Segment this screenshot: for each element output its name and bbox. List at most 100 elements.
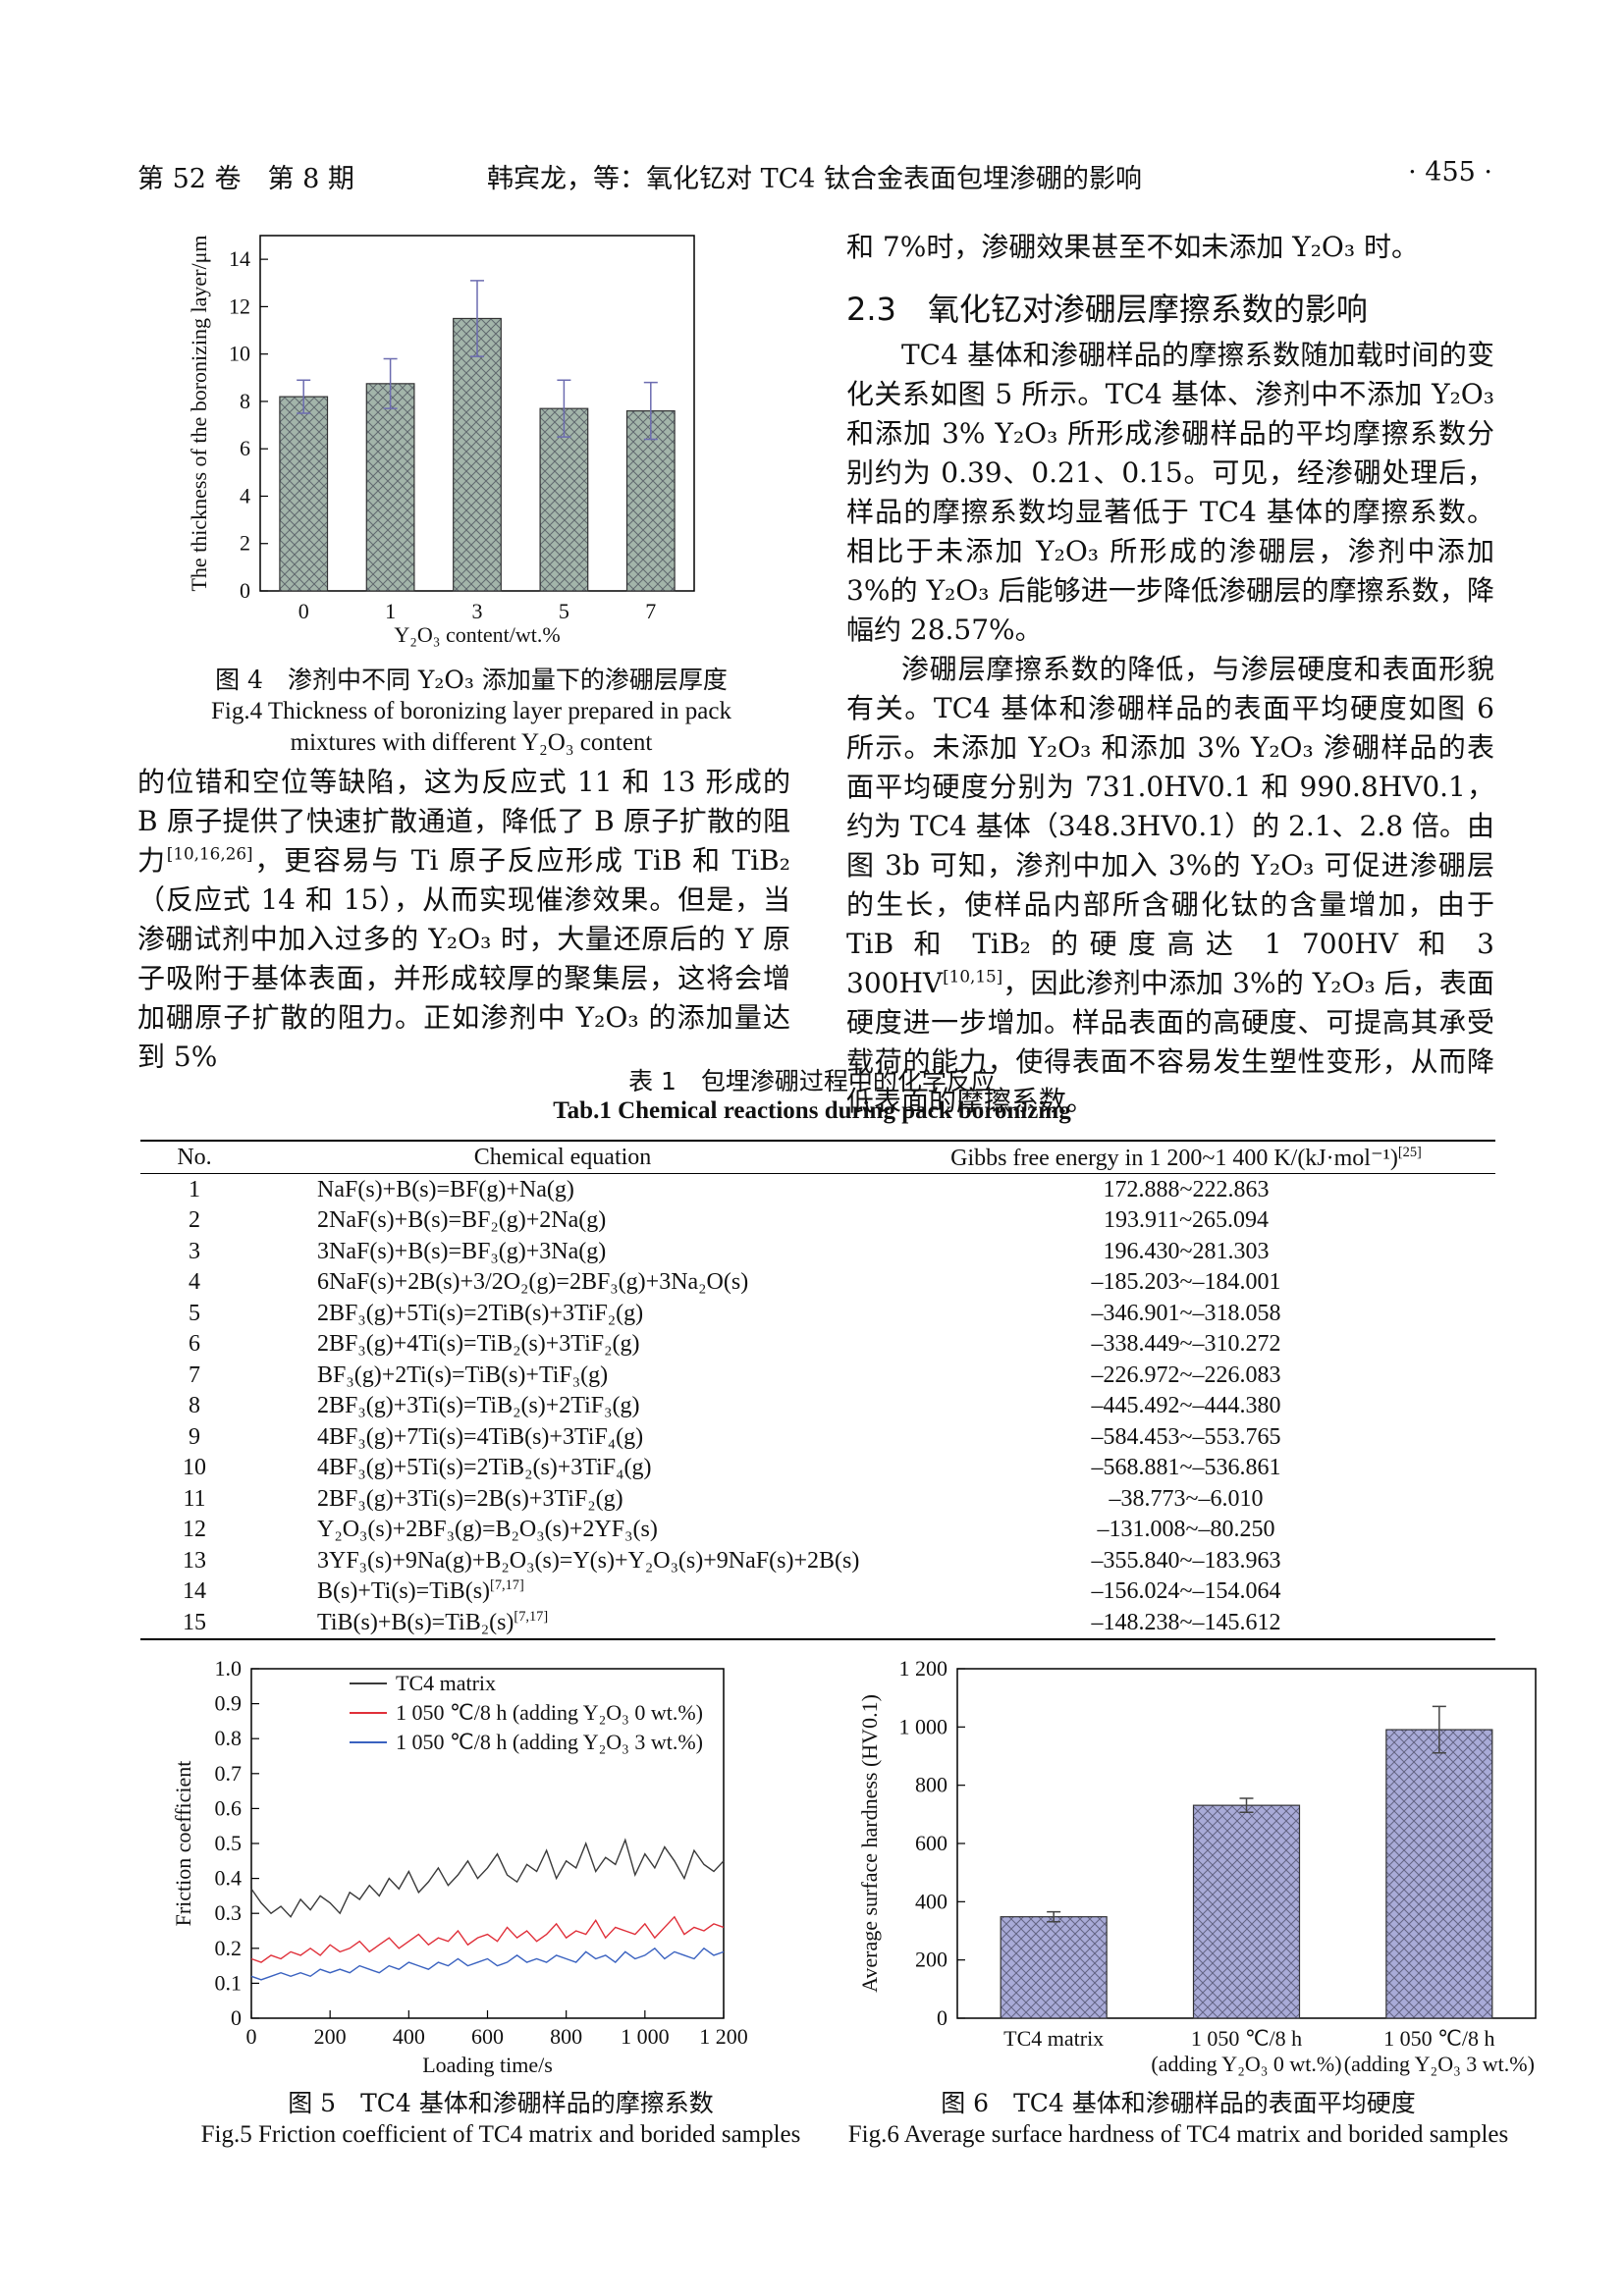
caption: 图 5 TC4 基体和渗硼样品的摩擦系数 Fig.5 Friction coef… <box>137 2088 864 2151</box>
row-number: 13 <box>183 1547 206 1574</box>
equation: 2NaF(s)+B(s)=BF₂(g)+2Na(g) <box>317 1207 607 1234</box>
caption-zh: 图 5 TC4 基体和渗硼样品的摩擦系数 <box>288 2089 714 2117</box>
bar-hatch <box>279 397 328 591</box>
page-number: · 455 · <box>1408 157 1492 187</box>
y-tick-label: 0.2 <box>215 1936 243 1960</box>
x-tick-label: 1 050 ℃/8 h <box>1383 2026 1494 2051</box>
x-tick-label: 3 <box>472 599 483 623</box>
y-tick-label: 4 <box>240 483 250 507</box>
error-bar <box>297 379 311 414</box>
caption-en: Fig.6 Average surface hardness of TC4 ma… <box>847 2121 1509 2148</box>
equation: 2BF₃(g)+5Ti(s)=2TiB(s)+3TiF₂(g) <box>317 1300 644 1326</box>
citation: [7,17] <box>490 1577 524 1594</box>
y-tick-label: 6 <box>240 436 250 460</box>
paragraph: 的位错和空位等缺陷，这为反应式 11 和 13 形成的 B 原子提供了快速扩散通… <box>137 763 790 1077</box>
equation: TiB(s)+B(s)=TiB₂(s) <box>317 1609 514 1635</box>
gibbs-energy: –346.901~–318.058 <box>1091 1300 1281 1326</box>
caption: 图 6 TC4 基体和渗硼样品的表面平均硬度 Fig.6 Average sur… <box>844 2088 1512 2151</box>
gibbs-energy: –338.449~–310.272 <box>1091 1331 1281 1358</box>
row-number: 11 <box>183 1485 206 1512</box>
y-tick-label: 8 <box>240 389 250 413</box>
equation-cell: 2NaF(s)+B(s)=BF₂(g)+2Na(g) <box>248 1205 877 1237</box>
row-number: 8 <box>189 1393 200 1419</box>
gibbs-energy: 193.911~265.094 <box>1103 1207 1270 1234</box>
bar-hatch <box>366 383 414 591</box>
gibbs-energy: –445.492~–444.380 <box>1091 1393 1281 1419</box>
y-axis-label: Friction coefficient <box>171 1761 195 1927</box>
legend-label: TC4 matrix <box>396 1671 496 1695</box>
table-title-zh: 表 1 包埋渗硼过程中的化学反应 <box>628 1067 996 1095</box>
gibbs-energy: –38.773~–6.010 <box>1109 1485 1264 1512</box>
text-run: 渗硼层摩擦系数的降低，与渗层硬度和表面形貌有关。TC4 基体和渗硼样品的表面平均… <box>846 653 1494 999</box>
y-tick-label: 0.1 <box>215 1970 243 1995</box>
paragraph: 渗硼层摩擦系数的降低，与渗层硬度和表面形貌有关。TC4 基体和渗硼样品的表面平均… <box>846 650 1494 1121</box>
y-tick-label: 14 <box>229 246 250 271</box>
equation-cell: TiB(s)+B(s)=TiB₂(s)[7,17] <box>248 1607 877 1639</box>
text-run: 和 7%时，渗硼效果甚至不如未添加 Y₂O₃ 时。 <box>846 231 1420 263</box>
caption-en: Fig.4 Thickness of boronizing layer prep… <box>211 698 731 756</box>
x-tick-label: 1 <box>385 599 396 623</box>
y-tick-label: 10 <box>229 342 250 366</box>
gibbs-energy: 196.430~281.303 <box>1103 1238 1270 1264</box>
text-run: TC4 基体和渗硼样品的摩擦系数随加载时间的变化关系如图 5 所示。TC4 基体… <box>846 339 1494 646</box>
error-bar <box>557 379 571 438</box>
text-run: 的位错和空位等缺陷，这为反应式 11 和 13 形成的 B 原子提供了快速扩散通… <box>137 766 790 877</box>
error-bar <box>1047 1910 1061 1923</box>
y-tick-label: 0.7 <box>215 1761 243 1786</box>
header-text: Gibbs free energy in 1 200~1 400 K/(kJ·m… <box>950 1145 1398 1171</box>
caption-zh: 图 6 TC4 基体和渗硼样品的表面平均硬度 <box>941 2089 1416 2117</box>
table-row: 14 B(s)+Ti(s)=TiB(s)[7,17] –156.024~–154.0… <box>140 1576 1495 1608</box>
gibbs-energy: –185.203~–184.001 <box>1091 1269 1281 1296</box>
row-number: 10 <box>183 1455 206 1481</box>
gibbs-energy: –156.024~–154.064 <box>1091 1578 1281 1605</box>
gibbs-energy: –584.453~–553.765 <box>1091 1423 1281 1450</box>
x-tick-label: (adding Y₂O₃ 3 wt.%) <box>1344 2052 1535 2076</box>
y-axis-label: The thickness of the boronizing layer/μm <box>187 235 211 591</box>
y-tick-label: 1 200 <box>899 1656 948 1681</box>
row-number: 6 <box>189 1331 200 1358</box>
x-tick-label: 5 <box>559 599 569 623</box>
header-cell: Chemical equation <box>248 1141 877 1174</box>
row-number: 2 <box>189 1207 200 1234</box>
error-bar <box>1239 1797 1254 1814</box>
row-number: 12 <box>183 1517 206 1543</box>
x-tick-label: 200 <box>314 2024 347 2049</box>
equation: 3NaF(s)+B(s)=BF₃(g)+3Na(g) <box>317 1238 607 1264</box>
bar-hatch <box>1001 1916 1108 2018</box>
x-tick-label: 600 <box>471 2024 504 2049</box>
row-number: 9 <box>189 1423 200 1450</box>
running-title: 韩宾龙，等：氧化钇对 TC4 钛合金表面包埋渗硼的影响 <box>487 164 1143 194</box>
series-line <box>250 1915 725 1963</box>
header-cell: Gibbs free energy in 1 200~1 400 K/(kJ·m… <box>877 1141 1495 1174</box>
x-axis-label: Loading time/s <box>422 2053 553 2077</box>
x-tick-label: 7 <box>645 599 656 623</box>
equation: 2BF₃(g)+4Ti(s)=TiB₂(s)+3TiF₂(g) <box>317 1331 640 1358</box>
equation: 4BF₃(g)+5Ti(s)=2TiB₂(s)+3TiF₄(g) <box>317 1455 652 1481</box>
equation-cell: 3NaF(s)+B(s)=BF₃(g)+3Na(g) <box>248 1236 877 1267</box>
table-row: 15 TiB(s)+B(s)=TiB₂(s)[7,17] –148.238~–145… <box>140 1607 1495 1639</box>
x-tick-label: 400 <box>393 2024 425 2049</box>
y-tick-label: 0.8 <box>215 1726 243 1750</box>
equation-cell: B(s)+Ti(s)=TiB(s)[7,17] <box>248 1576 877 1608</box>
x-tick-label: 0 <box>298 599 309 623</box>
equation: BF₃(g)+2Ti(s)=TiB(s)+TiF₃(g) <box>317 1362 609 1388</box>
text-run: ，因此渗剂中添加 3%的 Y₂O₃ 后，表面硬度进一步增加。样品表面的高硬度、可… <box>846 967 1494 1117</box>
error-bar <box>643 381 658 441</box>
equation: Y₂O₃(s)+2BF₃(g)=B₂O₃(s)+2YF₃(s) <box>317 1517 658 1543</box>
table-row: 6 2BF₃(g)+4Ti(s)=TiB₂(s)+3TiF₂(g) –338.449… <box>140 1329 1495 1361</box>
gibbs-energy: –355.840~–183.963 <box>1091 1547 1281 1574</box>
x-axis-label: Y₂O₃ content/wt.% <box>394 622 560 647</box>
row-number: 4 <box>189 1269 200 1296</box>
table-row: 10 4BF₃(g)+5Ti(s)=2TiB₂(s)+3TiF₄(g) –568.8… <box>140 1453 1495 1484</box>
row-number: 14 <box>183 1578 206 1605</box>
chart: 0 0.1 0.2 0.3 0.4 0.5 0.6 0.7 0.8 0.9 1.0 Friction … <box>171 1656 748 2077</box>
equation-cell: 4BF₃(g)+7Ti(s)=4TiB(s)+3TiF₄(g) <box>248 1421 877 1453</box>
equation: 6NaF(s)+2B(s)+3/2O₂(g)=2BF₃(g)+3Na₂O(s) <box>317 1269 749 1296</box>
table-row: 2 2NaF(s)+B(s)=BF₂(g)+2Na(g) 193.911~265.0… <box>140 1205 1495 1237</box>
citation: [25] <box>1397 1144 1422 1160</box>
x-tick-label: 1 000 <box>621 2024 670 2049</box>
y-tick-label: 0.5 <box>215 1831 243 1855</box>
